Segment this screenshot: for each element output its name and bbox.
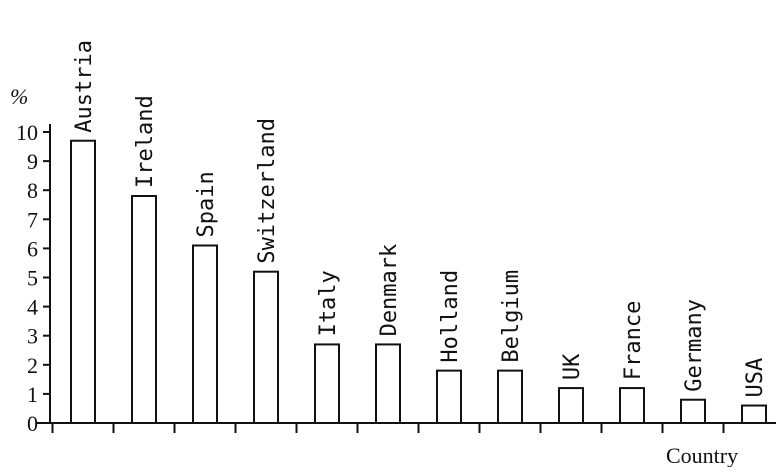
- bar-label-denmark: Denmark: [377, 244, 402, 337]
- y-tick-label: 9: [27, 149, 38, 174]
- bar-label-holland: Holland: [438, 270, 463, 363]
- bar-denmark: [375, 343, 401, 424]
- bar-holland: [436, 369, 462, 424]
- x-axis-label: Country: [666, 443, 738, 467]
- bar-ireland: [131, 195, 157, 424]
- bars-group: [70, 139, 767, 425]
- y-tick-label: 6: [27, 236, 38, 261]
- y-tick-label: 8: [27, 178, 38, 203]
- bar-italy: [314, 343, 340, 424]
- bar-label-spain: Spain: [194, 171, 219, 237]
- y-tick-label: 3: [27, 324, 38, 349]
- bar-label-belgium: Belgium: [499, 270, 524, 363]
- bar-usa: [741, 404, 767, 425]
- y-tick-label: 5: [27, 266, 38, 291]
- y-tick-label: 7: [27, 207, 38, 232]
- bar-label-usa: USA: [743, 358, 768, 398]
- bar-label-ireland: Ireland: [133, 95, 158, 188]
- bar-france: [619, 387, 645, 424]
- y-axis-label: %: [10, 84, 28, 109]
- bar-uk: [558, 387, 584, 424]
- bar-austria: [70, 139, 96, 424]
- bar-label-austria: Austria: [72, 40, 97, 133]
- bar-spain: [192, 244, 218, 424]
- bar-label-uk: UK: [560, 353, 585, 380]
- y-tick-label: 2: [27, 353, 38, 378]
- bar-label-france: France: [621, 301, 646, 380]
- bar-switzerland: [253, 270, 279, 424]
- labels-group: Austria Ireland Spain Switzerland Italy Denma…: [72, 40, 768, 398]
- bar-label-germany: Germany: [682, 299, 707, 392]
- bar-label-switzerland: Switzerland: [255, 118, 280, 264]
- y-tick-label: 0: [27, 411, 38, 436]
- bar-germany: [680, 398, 706, 425]
- axes-group: 0 1 2 3 4 5 6 7 8 9 10: [16, 120, 776, 436]
- y-tick-label: 4: [27, 295, 38, 320]
- bar-belgium: [497, 369, 523, 424]
- y-tick-label: 1: [27, 382, 38, 407]
- y-tick-label: 10: [16, 120, 38, 145]
- bar-label-italy: Italy: [316, 270, 341, 336]
